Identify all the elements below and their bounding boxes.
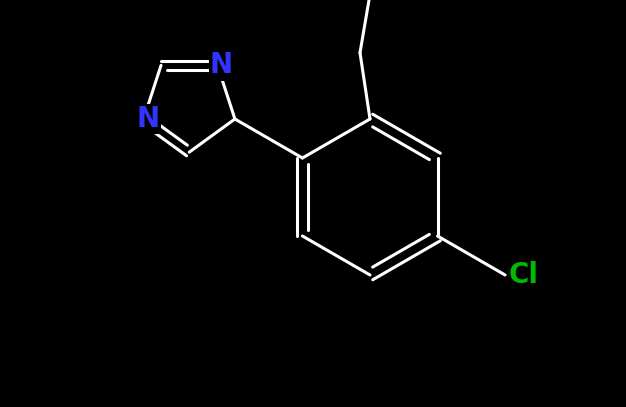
Text: N: N	[210, 51, 233, 79]
Text: Cl: Cl	[509, 261, 539, 289]
Text: N: N	[136, 105, 159, 133]
